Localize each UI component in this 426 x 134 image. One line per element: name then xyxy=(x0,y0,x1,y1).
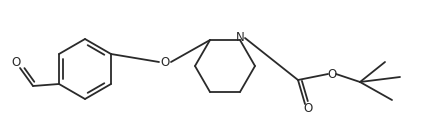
Text: O: O xyxy=(160,55,170,68)
Text: O: O xyxy=(12,57,20,70)
Text: N: N xyxy=(236,31,245,44)
Text: O: O xyxy=(327,68,337,81)
Text: O: O xyxy=(303,103,313,116)
